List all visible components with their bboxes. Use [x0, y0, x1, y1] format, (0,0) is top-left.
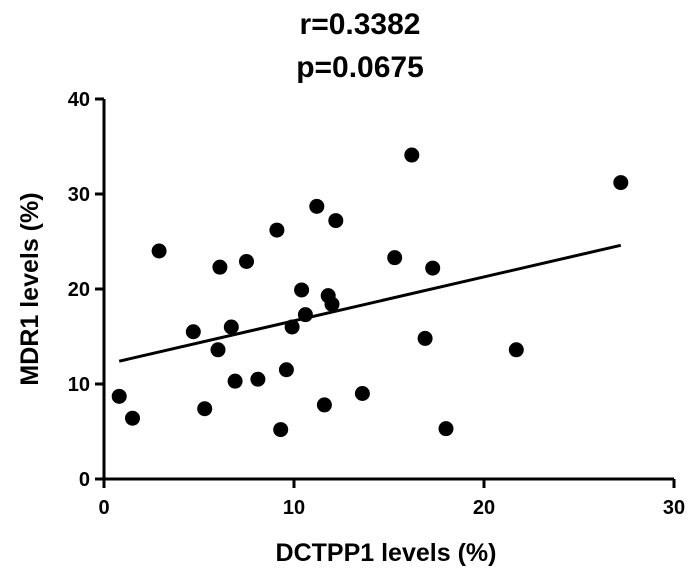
data-point: [328, 213, 344, 229]
data-point: [417, 330, 433, 346]
data-point: [284, 319, 300, 335]
data-point: [309, 198, 325, 214]
data-point: [239, 253, 254, 269]
data-point: [223, 319, 239, 335]
x-tick-label: 30: [663, 497, 685, 519]
y-tick-label: 0: [79, 469, 90, 491]
x-tick-label: 20: [473, 497, 495, 519]
data-point: [278, 362, 294, 378]
data-point: [438, 421, 454, 437]
regression-line-group: [118, 243, 622, 363]
data-point: [250, 371, 266, 387]
data-point: [197, 401, 213, 417]
regression-line: [118, 243, 622, 363]
y-tick-label: 20: [68, 279, 90, 301]
data-point: [425, 260, 441, 276]
y-axis-label: MDR1 levels (%): [16, 192, 44, 385]
chart-title-line-1: r=0.3382: [300, 8, 421, 41]
data-point: [404, 147, 420, 163]
data-point: [613, 175, 629, 191]
data-points: [111, 147, 629, 438]
data-point: [273, 422, 289, 438]
x-axis-label: DCTPP1 levels (%): [276, 539, 497, 567]
tick-labels: 0 10 20 30 0 10 20 30 40: [68, 89, 685, 519]
tick-marks: [95, 97, 676, 488]
data-point: [185, 324, 201, 340]
y-tick-label: 10: [68, 374, 90, 396]
data-point: [269, 222, 285, 238]
data-point: [324, 296, 340, 312]
axes: [102, 99, 674, 481]
data-point: [111, 388, 127, 404]
data-point: [354, 386, 370, 401]
data-point: [125, 410, 140, 426]
data-point: [151, 243, 167, 259]
data-point: [316, 397, 332, 413]
y-tick-label: 40: [68, 89, 90, 111]
data-point: [387, 250, 403, 266]
data-point: [212, 259, 228, 275]
x-tick-label: 0: [98, 497, 109, 519]
data-point: [294, 282, 310, 298]
data-point: [508, 342, 524, 358]
x-tick-label: 10: [283, 497, 305, 519]
data-point: [210, 342, 226, 358]
data-point: [227, 373, 243, 389]
y-tick-label: 30: [68, 184, 90, 206]
data-point: [297, 307, 313, 323]
chart-title-line-2: p=0.0675: [296, 51, 424, 84]
